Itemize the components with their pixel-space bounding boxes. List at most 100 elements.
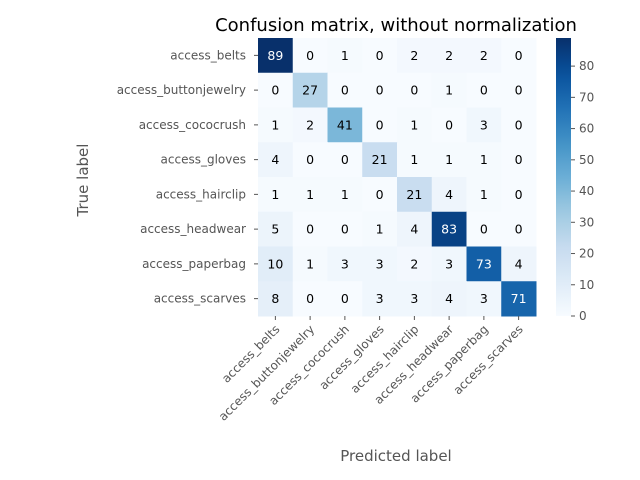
cell-value-label: 0 [341, 152, 349, 167]
cell-value-label: 0 [306, 222, 314, 237]
cell-value-label: 4 [445, 187, 453, 202]
cell-value-label: 3 [410, 291, 418, 306]
matrix-cell [397, 177, 433, 213]
colorbar [556, 38, 571, 316]
matrix-cell [362, 72, 398, 108]
cell-value-label: 2 [445, 48, 453, 63]
matrix-cell [466, 38, 502, 74]
matrix-cell [431, 246, 467, 282]
cell-value-label: 1 [306, 187, 314, 202]
matrix-cell [466, 246, 502, 282]
matrix-cell [258, 107, 294, 143]
matrix-cell [327, 211, 363, 247]
cell-value-label: 0 [480, 83, 488, 98]
cell-value-label: 0 [515, 117, 523, 132]
cell-value-label: 0 [480, 222, 488, 237]
cell-value-label: 0 [341, 222, 349, 237]
cell-value-label: 0 [515, 48, 523, 63]
y-tick-label: access_paperbag [142, 257, 246, 271]
matrix-cell [258, 177, 294, 213]
cell-value-label: 1 [480, 152, 488, 167]
cell-value-label: 3 [376, 291, 384, 306]
matrix-cell [501, 72, 537, 108]
matrix-cell [292, 38, 328, 74]
matrix-cells [258, 38, 537, 317]
y-axis-label: True label [74, 144, 92, 218]
y-tick-label: access_headwear [140, 222, 246, 236]
cell-value-label: 4 [271, 152, 279, 167]
y-axis-ticks: access_belts access_buttonjewelry access_c… [117, 48, 258, 306]
matrix-cell [466, 281, 502, 317]
y-tick-label: access_hairclip [156, 187, 246, 201]
cell-value-label: 2 [410, 256, 418, 271]
matrix-cell [501, 142, 537, 178]
matrix-cell [258, 246, 294, 282]
cell-value-label: 1 [271, 117, 279, 132]
cell-value-label: 2 [410, 48, 418, 63]
matrix-cell [501, 281, 537, 317]
matrix-cell [292, 211, 328, 247]
colorbar-tick-label: 80 [579, 59, 594, 73]
cell-value-label: 3 [376, 256, 384, 271]
cell-value-label: 0 [376, 117, 384, 132]
matrix-cell [466, 211, 502, 247]
matrix-cell [501, 211, 537, 247]
x-axis-ticks: access_beltsaccess_buttonjewelryaccess_c… [216, 316, 526, 424]
cell-value-label: 5 [271, 222, 279, 237]
cell-value-label: 0 [515, 152, 523, 167]
matrix-cell [397, 72, 433, 108]
matrix-cell [327, 38, 363, 74]
colorbar-tick-label: 10 [579, 278, 594, 292]
cell-value-label: 73 [476, 256, 492, 271]
matrix-cell [501, 177, 537, 213]
cell-value-label: 1 [480, 187, 488, 202]
y-tick-label: access_gloves [161, 153, 246, 167]
cell-value-label: 0 [410, 83, 418, 98]
chart-title: Confusion matrix, without normalization [215, 15, 577, 36]
colorbar-tick-label: 0 [579, 309, 587, 323]
matrix-cell [431, 211, 467, 247]
matrix-cell [292, 142, 328, 178]
matrix-cell [327, 142, 363, 178]
matrix-cell [258, 211, 294, 247]
matrix-cell [258, 38, 294, 74]
y-tick-label: access_scarves [154, 292, 246, 306]
matrix-cell [362, 246, 398, 282]
colorbar-tick-label: 70 [579, 90, 594, 104]
cell-value-label: 8 [271, 291, 279, 306]
matrix-cell [397, 142, 433, 178]
cell-value-label: 83 [441, 222, 457, 237]
cell-value-label: 4 [445, 291, 453, 306]
x-axis-label: Predicted label [340, 447, 451, 465]
matrix-cell [397, 211, 433, 247]
cell-value-label: 1 [341, 187, 349, 202]
cell-value-label: 0 [306, 48, 314, 63]
matrix-cell [327, 246, 363, 282]
matrix-cell [466, 142, 502, 178]
matrix-cell [362, 142, 398, 178]
matrix-cell [292, 72, 328, 108]
cell-value-label: 0 [341, 83, 349, 98]
colorbar-tick-label: 30 [579, 215, 594, 229]
cell-value-label: 1 [271, 187, 279, 202]
matrix-cell [397, 107, 433, 143]
cell-value-label: 0 [376, 187, 384, 202]
matrix-cell [466, 107, 502, 143]
matrix-cell [292, 281, 328, 317]
cell-value-label: 1 [341, 48, 349, 63]
matrix-cell [327, 107, 363, 143]
cell-value-label: 1 [410, 117, 418, 132]
matrix-cell [292, 177, 328, 213]
cell-value-label: 0 [376, 48, 384, 63]
matrix-cell [466, 177, 502, 213]
cell-value-label: 41 [337, 117, 353, 132]
matrix-cell [362, 38, 398, 74]
matrix-cell [327, 72, 363, 108]
cell-value-label: 0 [445, 117, 453, 132]
cell-value-label: 21 [372, 152, 388, 167]
matrix-cell [397, 246, 433, 282]
cell-value-label: 89 [267, 48, 283, 63]
matrix-cell-labels: 89 0 1 0 2 2 2 00 27 0 0 0 1 0 01 2 41 0 1 0 3 04 0 0 21 1 1 1 01 1 1 0… [267, 48, 526, 306]
cell-value-label: 1 [306, 256, 314, 271]
y-tick-label: access_cococrush [139, 118, 246, 132]
